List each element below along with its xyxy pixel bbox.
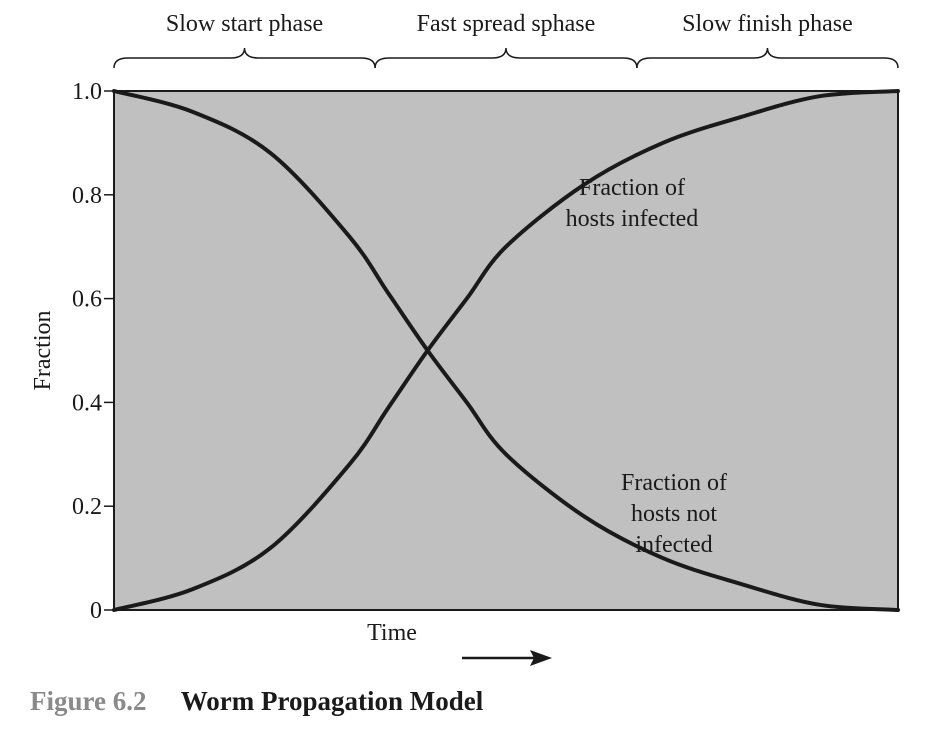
series-label-line: Fraction of (579, 175, 685, 201)
phase-braces (113, 47, 899, 69)
series-labels: Fraction of hosts infected Fraction of host… (566, 175, 727, 558)
figure-number: Figure 6.2 (30, 686, 147, 716)
y-tick-label: 0 (90, 598, 102, 624)
figure-caption: Figure 6.2 Worm Propagation Model (30, 686, 483, 717)
series-line-not-infected (112, 89, 900, 612)
series-label-line: hosts infected (566, 206, 699, 232)
y-tick-label: 0.6 (72, 287, 102, 313)
series-label-line: infected (635, 532, 712, 558)
series-lines (112, 89, 900, 612)
figure-title: Worm Propagation Model (180, 686, 484, 716)
series-label-infected: Fraction of hosts infected (566, 175, 699, 232)
x-axis-label: Time (367, 620, 417, 646)
y-tick-label: 0.4 (72, 390, 102, 416)
phase-brace (636, 47, 899, 69)
y-axis: 0 0.2 0.4 0.6 0.8 1.0 (72, 79, 114, 624)
y-axis-label: Fraction (30, 311, 56, 391)
time-arrow-icon (462, 650, 552, 666)
y-tick-label: 0.8 (72, 183, 102, 209)
phase-brace (113, 47, 376, 69)
phase-brace (374, 47, 638, 69)
y-tick-label: 0.2 (72, 494, 102, 520)
series-label-line: hosts not (631, 501, 717, 527)
phase-label: Slow finish phase (682, 11, 853, 37)
series-line-infected (112, 89, 900, 612)
plot-area (113, 90, 899, 611)
phase-label: Fast spread sphase (417, 11, 596, 37)
series-label-line: Fraction of (621, 470, 727, 496)
phase-labels: Slow start phase Fast spread sphase Slow f… (166, 11, 853, 37)
series-label-not-infected: Fraction of hosts not infected (621, 470, 727, 558)
worm-propagation-chart: Slow start phase Fast spread sphase Slow f… (30, 11, 900, 666)
y-tick-label: 1.0 (72, 79, 102, 105)
phase-label: Slow start phase (166, 11, 323, 37)
